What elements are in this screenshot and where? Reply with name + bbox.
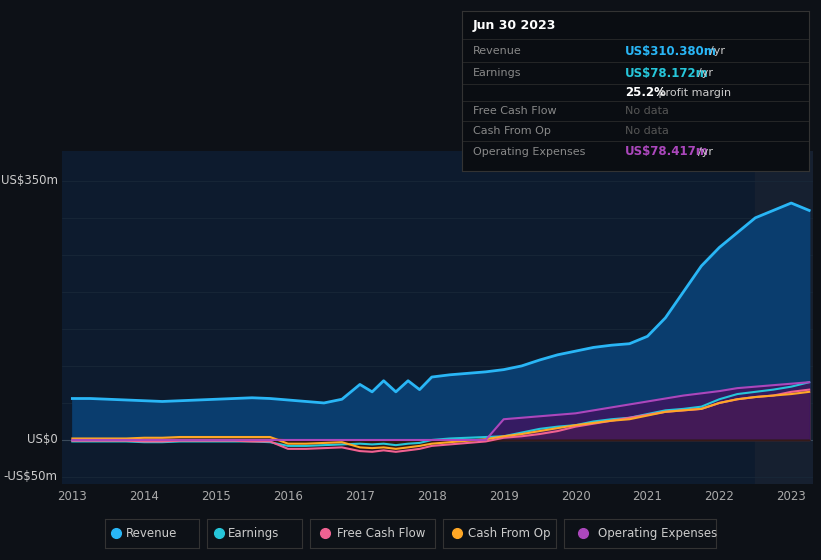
Text: Cash From Op: Cash From Op — [468, 526, 550, 540]
Text: /yr: /yr — [698, 147, 713, 157]
Text: US$78.417m: US$78.417m — [625, 145, 709, 158]
Text: US$0: US$0 — [27, 433, 57, 446]
Text: Jun 30 2023: Jun 30 2023 — [473, 19, 556, 32]
Text: Free Cash Flow: Free Cash Flow — [473, 106, 557, 116]
Text: Operating Expenses: Operating Expenses — [598, 526, 717, 540]
Text: US$78.172m: US$78.172m — [625, 67, 709, 80]
Text: No data: No data — [625, 106, 669, 116]
Text: Operating Expenses: Operating Expenses — [473, 147, 585, 157]
Text: Revenue: Revenue — [473, 46, 521, 57]
Text: US$350m: US$350m — [1, 174, 57, 187]
Text: US$310.380m: US$310.380m — [625, 45, 717, 58]
Text: -US$50m: -US$50m — [4, 470, 57, 483]
Text: /yr: /yr — [698, 68, 713, 78]
Text: Free Cash Flow: Free Cash Flow — [337, 526, 426, 540]
Text: profit margin: profit margin — [654, 87, 731, 97]
Text: Earnings: Earnings — [473, 68, 521, 78]
Text: Cash From Op: Cash From Op — [473, 126, 551, 136]
Text: /yr: /yr — [710, 46, 725, 57]
Text: Revenue: Revenue — [126, 526, 177, 540]
Text: 25.2%: 25.2% — [625, 86, 666, 99]
Bar — [755, 151, 816, 484]
Text: No data: No data — [625, 126, 669, 136]
Text: Earnings: Earnings — [228, 526, 279, 540]
